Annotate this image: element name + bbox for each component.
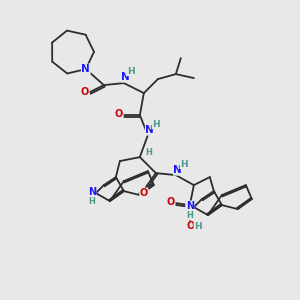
Text: H: H (152, 120, 160, 129)
Text: N: N (82, 64, 90, 74)
Text: O: O (187, 221, 195, 231)
Text: H: H (180, 160, 188, 169)
Text: O: O (167, 197, 175, 207)
Text: H: H (88, 196, 95, 206)
Text: H: H (146, 148, 152, 157)
Text: H: H (186, 211, 193, 220)
Text: H: H (127, 67, 135, 76)
Text: N: N (88, 187, 96, 197)
Text: N: N (122, 72, 130, 82)
Text: O: O (115, 109, 123, 119)
Text: N: N (146, 125, 154, 135)
Text: H: H (194, 222, 202, 231)
Text: N: N (186, 201, 194, 211)
Text: O: O (81, 87, 89, 97)
Text: O: O (140, 188, 148, 198)
Text: N: N (173, 165, 182, 175)
